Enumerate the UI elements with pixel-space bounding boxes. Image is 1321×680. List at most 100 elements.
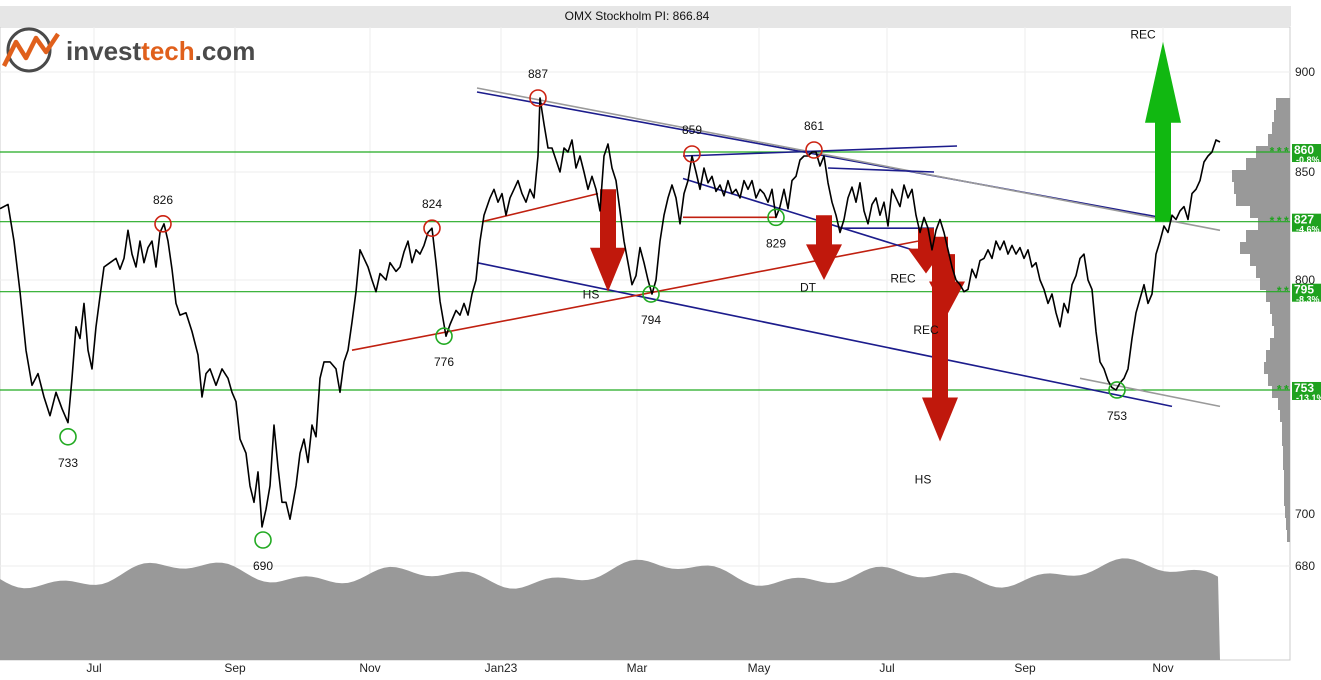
volume-profile-bar (1250, 254, 1290, 266)
volume-profile-bar (1250, 206, 1290, 218)
y-tick-label: 900 (1295, 65, 1315, 79)
volume-profile-bar (1276, 98, 1290, 110)
trend-line (476, 261, 1173, 408)
buy-signal-arrow (1145, 41, 1181, 222)
investtech-logo: investtech.com (1, 27, 255, 73)
y-tick-label: 680 (1295, 559, 1315, 573)
bottom-marker-circle (435, 327, 453, 345)
volume-profile-bar (1272, 314, 1290, 326)
y-tick-label: 800 (1295, 273, 1315, 287)
volume-profile-bar (1272, 386, 1290, 398)
top-marker-circle (154, 215, 172, 233)
price-series (0, 97, 1221, 528)
volume-profile-bar (1270, 302, 1290, 314)
sr-badge (1292, 144, 1321, 162)
extreme-value-label: 861 (804, 119, 824, 133)
pattern-labels: HS DT REC REC HS REC (583, 27, 1156, 486)
sr-pct-label: -13.1% (1296, 393, 1321, 403)
x-tick-label: Sep (1014, 661, 1036, 675)
volume-profile-bar (1274, 110, 1290, 122)
volume-profile-bar (1284, 470, 1290, 482)
extreme-value-label: 690 (253, 559, 273, 573)
pattern-label: REC (890, 271, 916, 285)
x-tick-label: Sep (224, 661, 246, 675)
trend-line (476, 87, 1221, 232)
sr-badge (1292, 381, 1321, 400)
volume-profile-bar (1246, 230, 1290, 242)
volume-profile-bar (1280, 410, 1290, 422)
extreme-value-label: 824 (422, 197, 442, 211)
extreme-value-label: 733 (58, 456, 78, 470)
pattern-label: REC (913, 323, 939, 337)
extreme-value-label: 826 (153, 193, 173, 207)
sr-badge (1292, 283, 1321, 302)
y-tick-label: 850 (1295, 165, 1315, 179)
volume-profile-bar (1258, 218, 1290, 230)
x-tick-label: May (748, 661, 771, 675)
axis-ticks: Jul Sep Nov Jan23 Mar May Jul Sep Nov 900 850 800 70… (86, 65, 1315, 675)
y-tick-label: 700 (1295, 507, 1315, 521)
top-marker-circle (423, 219, 441, 237)
pattern-label: HS (583, 288, 600, 302)
bottom-marker-circle (642, 285, 660, 303)
extreme-value-label: 753 (1107, 409, 1127, 423)
volume-profile (1232, 98, 1290, 542)
sr-pct-label: -4.6% (1296, 225, 1320, 235)
x-tick-label: Mar (627, 661, 648, 675)
sr-level-label: 827 (1294, 213, 1314, 227)
sr-pct-label: -0.8% (1296, 155, 1320, 165)
x-tick-label: Nov (359, 661, 380, 675)
volume-profile-bar (1284, 494, 1290, 506)
title-bar (0, 6, 1291, 26)
extreme-value-label: 829 (766, 236, 786, 250)
logo-text-invest: invest (66, 36, 141, 66)
trend-line (682, 145, 958, 157)
svg-text:investtech.com: investtech.com (66, 36, 255, 66)
sr-level-label: 753 (1294, 381, 1314, 395)
logo-text-tech: tech (141, 36, 194, 66)
extreme-value-label: 859 (682, 123, 702, 137)
volume-profile-bar (1283, 458, 1290, 470)
sell-signal-arrow (922, 236, 958, 442)
pattern-label: DT (800, 281, 817, 295)
sr-level-label: 795 (1294, 283, 1314, 297)
sr-strength-stars: *** (1268, 146, 1290, 160)
volume-profile-bar (1266, 350, 1290, 362)
volume-profile-bar (1274, 326, 1290, 338)
volume-profile-bar (1282, 422, 1290, 434)
pattern-label: REC (1130, 27, 1156, 41)
sr-strength-stars: ** (1276, 384, 1290, 398)
bottom-marker-circle (1108, 381, 1126, 399)
volume-profile-bar (1266, 290, 1290, 302)
top-marker-circle (683, 145, 701, 163)
top-marker-circle (805, 141, 823, 159)
logo-text-com: .com (195, 36, 256, 66)
volume-profile-bar (1264, 362, 1290, 374)
pattern-arrows (590, 41, 1181, 442)
x-tick-label: Jul (86, 661, 101, 675)
volume-profile-bar (1284, 482, 1290, 494)
volume-profile-bar (1246, 158, 1290, 170)
volume-profile-bar (1278, 398, 1290, 410)
trend-line (481, 192, 599, 223)
plot-frame (0, 26, 1291, 661)
volume-area (0, 558, 1220, 660)
price-line (0, 97, 1221, 528)
extreme-value-label: 887 (528, 67, 548, 81)
volume-profile-bar (1268, 134, 1290, 146)
sr-level-label: 860 (1294, 143, 1314, 157)
bottom-marker-circle (767, 208, 785, 227)
sr-strength-stars: ** (1276, 286, 1290, 300)
volume-profile-bar (1260, 278, 1290, 290)
sr-badge (1292, 213, 1321, 232)
volume-profile-bar (1285, 506, 1290, 518)
sell-signal-arrow (908, 228, 944, 274)
sell-signal-arrow (590, 189, 626, 292)
trend-line (827, 167, 935, 173)
volume-profile-bar (1287, 530, 1290, 542)
chart-title: OMX Stockholm PI: 866.84 (565, 9, 710, 23)
sr-strength-stars: *** (1268, 216, 1290, 230)
volume-profile-bar (1240, 242, 1290, 254)
x-tick-label: Jul (879, 661, 894, 675)
